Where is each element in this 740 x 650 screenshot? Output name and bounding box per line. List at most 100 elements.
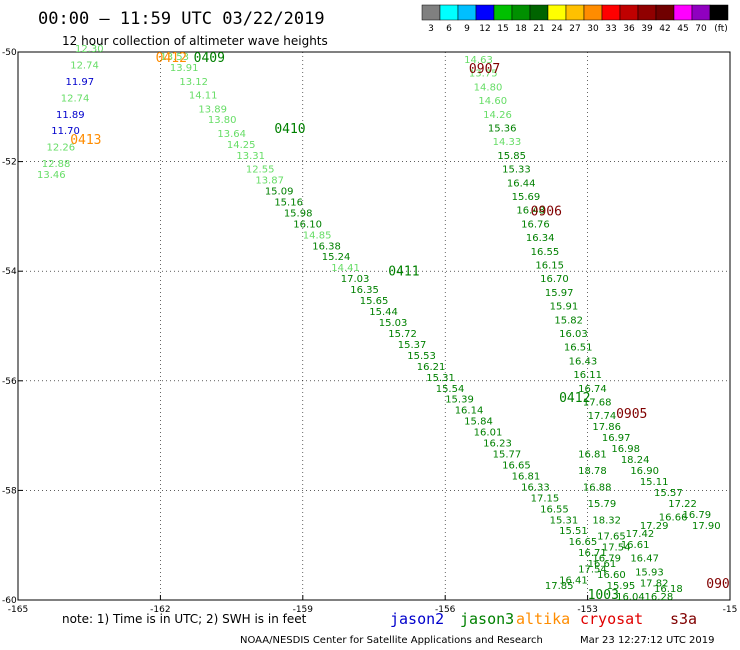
wave-height-value: 16.43 bbox=[569, 356, 598, 367]
pass-id-label: 0907 bbox=[469, 62, 500, 77]
colorbar-label: 18 bbox=[515, 24, 527, 34]
pass-id-label: 0409 bbox=[194, 51, 225, 66]
footer-credit: NOAA/NESDIS Center for Satellite Applica… bbox=[240, 635, 543, 646]
wave-height-value: 15.97 bbox=[545, 288, 574, 299]
x-tick-label: -15 bbox=[723, 605, 738, 615]
x-tick-label: -153 bbox=[577, 605, 597, 615]
mission-s3a: s3a bbox=[670, 610, 697, 628]
axis-ticks: -165 -162 -159 -156 -153 -15 -50 -52 -54 -56 -58 -6… bbox=[2, 48, 737, 615]
colorbar-label: 3 bbox=[428, 24, 434, 34]
wave-height-value: 11.97 bbox=[65, 77, 94, 88]
pass-id-label: 0412 bbox=[559, 391, 590, 406]
wave-height-value: 12.26 bbox=[46, 143, 75, 154]
wave-height-value: 16.65 bbox=[502, 460, 531, 471]
mission-altika: altika bbox=[516, 610, 570, 628]
wave-height-value: 16.44 bbox=[507, 178, 536, 189]
wave-height-value: 14.85 bbox=[303, 230, 332, 241]
wave-height-value: 15.16 bbox=[274, 197, 303, 208]
wave-height-value: 15.57 bbox=[654, 488, 683, 499]
wave-height-value: 13.12 bbox=[179, 77, 208, 88]
wave-height-value: 14.63 bbox=[464, 55, 493, 66]
x-tick-label: -165 bbox=[8, 605, 28, 615]
wave-height-value: 16.11 bbox=[573, 370, 602, 381]
x-tick-label: -159 bbox=[293, 605, 314, 615]
wave-height-value: 16.41 bbox=[559, 576, 588, 587]
wave-height-value: 13.87 bbox=[255, 176, 284, 187]
wave-height-value: 15.24 bbox=[322, 252, 351, 263]
colorbar-swatch bbox=[493, 4, 513, 21]
wave-height-value: 12.30 bbox=[75, 44, 104, 55]
wave-height-value: 18.24 bbox=[621, 455, 650, 466]
wave-height-value: 14.80 bbox=[474, 82, 503, 93]
wave-height-value: 15.37 bbox=[398, 340, 427, 351]
wave-height-value: 14.60 bbox=[478, 96, 507, 107]
wave-height-value: 15.65 bbox=[360, 296, 389, 307]
colorbar-label: (ft) bbox=[714, 24, 728, 34]
colorbar-swatch bbox=[673, 4, 693, 21]
colorbar-swatch bbox=[709, 4, 729, 21]
mission-legend: jason2 jason3 altika cryosat s3a bbox=[390, 610, 697, 628]
wave-height-value: 16.76 bbox=[521, 219, 550, 230]
pass-id-label: 0906 bbox=[531, 204, 562, 219]
wave-height-value: 16.33 bbox=[521, 482, 550, 493]
y-tick-label: -50 bbox=[2, 48, 17, 58]
wave-height-value: 15.11 bbox=[640, 477, 669, 488]
colorbar-swatch bbox=[529, 4, 549, 21]
wave-height-value: 17.54 bbox=[578, 565, 607, 576]
wave-height-value: 16.03 bbox=[559, 329, 588, 340]
wave-height-value: 16.88 bbox=[583, 482, 612, 493]
colorbar-label: 24 bbox=[551, 24, 563, 34]
colorbar-swatch bbox=[439, 4, 459, 21]
colorbar-label: 45 bbox=[677, 24, 688, 34]
colorbar-label: 15 bbox=[497, 24, 508, 34]
colorbar-label: 6 bbox=[446, 24, 452, 34]
wave-height-value: 13.75 bbox=[469, 69, 498, 80]
wave-height-value: 16.79 bbox=[592, 554, 621, 565]
colorbar-label: 9 bbox=[464, 24, 470, 34]
wave-height-value: 17.65 bbox=[597, 532, 626, 543]
pass-id-label: 090 bbox=[706, 577, 729, 592]
wave-height-value: 16.79 bbox=[683, 510, 712, 521]
wave-height-value: 13.46 bbox=[37, 170, 66, 181]
wave-height-value: 17.54 bbox=[602, 543, 631, 554]
wave-height-value: 18.32 bbox=[592, 515, 621, 526]
wave-height-value: 13.31 bbox=[236, 151, 265, 162]
wave-height-value: 15.93 bbox=[635, 567, 664, 578]
wave-height-value: 16.90 bbox=[630, 466, 659, 477]
wave-height-value: 15.09 bbox=[265, 186, 294, 197]
wave-height-value: 17.03 bbox=[341, 274, 370, 285]
colorbar-label: 12 bbox=[479, 24, 490, 34]
wave-height-value: 15.03 bbox=[379, 318, 408, 329]
wave-height-value: 15.84 bbox=[464, 417, 493, 428]
wave-height-value: 16.48 bbox=[516, 206, 545, 217]
wave-height-value: 12.74 bbox=[70, 60, 99, 71]
wave-height-value: 17.68 bbox=[583, 397, 612, 408]
wave-height-value: 16.04 bbox=[616, 592, 645, 603]
wave-height-value: 16.28 bbox=[645, 592, 674, 603]
wave-height-value: 16.70 bbox=[540, 274, 569, 285]
wave-height-value: 15.77 bbox=[493, 450, 522, 461]
colorbar-swatch bbox=[421, 4, 441, 21]
colorbar: 3 6 9 12 15 18 21 24 27 30 33 36 39 42 45 70 (ft) bbox=[421, 4, 729, 34]
wave-height-value: 15.36 bbox=[488, 123, 517, 134]
mission-jason3: jason3 bbox=[460, 610, 514, 628]
wave-height-value: 16.61 bbox=[621, 540, 650, 551]
wave-height-value: 12.74 bbox=[61, 93, 90, 104]
colorbar-label: 39 bbox=[641, 24, 653, 34]
mission-cryosat: cryosat bbox=[580, 610, 643, 628]
wave-height-value: 15.91 bbox=[550, 302, 579, 313]
wave-height-value: 15.85 bbox=[497, 151, 526, 162]
wave-height-value: 13.64 bbox=[217, 129, 246, 140]
x-tick-label: -156 bbox=[435, 605, 456, 615]
wave-height-value: 16.23 bbox=[483, 439, 512, 450]
wave-height-value: 16.98 bbox=[611, 444, 640, 455]
pass-id-label: 0410 bbox=[274, 122, 305, 137]
wave-height-value: 11.89 bbox=[56, 110, 85, 121]
wave-height-value: 14.25 bbox=[227, 140, 256, 151]
colorbar-label: 33 bbox=[605, 24, 616, 34]
y-tick-label: -60 bbox=[2, 596, 17, 606]
wave-height-value: 15.54 bbox=[436, 384, 465, 395]
wave-height-value: 15.95 bbox=[607, 581, 636, 592]
pass-id-label: 0905 bbox=[616, 407, 647, 422]
wave-height-value: 16.34 bbox=[526, 233, 555, 244]
